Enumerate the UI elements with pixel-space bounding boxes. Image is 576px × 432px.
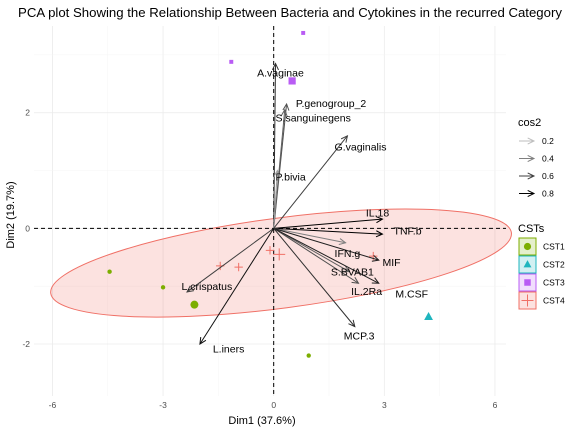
x-tick-label: 3 — [382, 400, 387, 410]
arrowhead-a-vaginae — [271, 62, 279, 71]
variable-label-a-vaginae: A.vaginae — [257, 67, 304, 79]
variable-label-tnf-b: TNF.b — [394, 226, 422, 238]
y-tick-label: 2 — [25, 108, 30, 118]
sample-point-cst3 — [288, 77, 296, 85]
arrowhead-m-csf — [371, 277, 380, 284]
sample-point-cst1 — [190, 300, 199, 309]
variable-arrows — [186, 62, 384, 345]
x-tick-label: -6 — [49, 400, 57, 410]
variable-label-mif: MIF — [382, 257, 400, 269]
arrowhead-mcp-3 — [348, 319, 356, 328]
variable-label-ifn-g: IFN.g — [335, 248, 361, 260]
arrowhead-g-vaginalis — [340, 134, 349, 143]
variable-label-s-sanguinegens: S.sanguinegens — [276, 112, 351, 124]
arrow-m-csf — [273, 227, 380, 284]
cst-legend: CSTs CST1 CST2 CST3 CST4 — [518, 223, 565, 310]
arrowhead-s-bvab1 — [342, 265, 351, 273]
cos2-legend-arrowhead — [527, 172, 536, 180]
cos2-legend-arrowhead — [527, 190, 536, 197]
axis-ticks: -6 -3 0 3 6 -2 0 2 — [22, 108, 497, 410]
sample-point-cst3 — [229, 59, 234, 64]
sample-points — [107, 30, 433, 358]
arrowhead-tnf-b — [375, 230, 384, 238]
variable-label-l-crispatus: L.crispatus — [182, 281, 233, 293]
cst-legend-symbol-cst2 — [523, 260, 532, 268]
variable-labels: A.vaginae P.genogroup_2 S.sanguinegens G.va… — [182, 67, 429, 355]
arrow-il-2ra — [273, 227, 359, 284]
cst-legend-label: CST1 — [543, 242, 565, 252]
cos2-legend: cos2 0.2 0.4 0.6 0.8 — [518, 117, 554, 199]
arrowhead-il-18 — [375, 216, 384, 224]
cst-legend-symbol-cst3 — [524, 279, 531, 286]
plot-panel — [34, 26, 506, 396]
sample-point-cst3 — [301, 30, 306, 35]
arrow-a-vaginae — [273, 63, 277, 229]
arrow-l-crispatus — [186, 227, 274, 293]
cos2-legend-arrowhead — [527, 137, 536, 145]
sample-point-cst2 — [424, 311, 433, 320]
x-tick-label: -3 — [159, 400, 167, 410]
sample-point-cst1 — [160, 285, 166, 290]
sample-point-cst4 — [265, 246, 275, 255]
arrowhead-l-crispatus — [186, 285, 195, 293]
variable-label-p-bivia: P.bivia — [276, 171, 306, 183]
cst-legend-label: CST3 — [543, 278, 565, 288]
variable-label-il-18: IL.18 — [366, 208, 390, 220]
variable-label-il-2ra: IL.2Ra — [351, 286, 382, 298]
arrowhead-ifn-g — [338, 238, 347, 246]
x-tick-label: 6 — [493, 400, 498, 410]
arrow-ifn-g — [273, 227, 346, 244]
cos2-legend-label: 0.8 — [542, 189, 554, 199]
arrowhead-p-bivia — [273, 169, 281, 178]
x-tick-label: 0 — [271, 400, 276, 410]
arrow-l-iners — [199, 228, 275, 345]
variable-label-m-csf: M.CSF — [395, 289, 428, 301]
arrowhead-p-genogroup-2 — [282, 102, 290, 111]
arrow-tnf-b — [273, 227, 383, 235]
arrow-g-vaginalis — [273, 135, 348, 229]
arrowhead-l-iners — [199, 336, 207, 345]
arrow-p-bivia — [273, 170, 278, 229]
cst-legend-symbol-cst1 — [523, 242, 532, 251]
arrow-mcp-3 — [273, 228, 356, 327]
arrowhead-il-2ra — [351, 277, 360, 284]
cos2-legend-arrowhead — [527, 155, 536, 162]
variable-label-g-vaginalis: G.vaginalis — [335, 141, 387, 153]
cst-legend-symbol-cst4 — [521, 294, 534, 307]
arrow-il-18 — [273, 218, 383, 229]
arrow-s-sanguinegens — [273, 109, 286, 229]
cos2-legend-label: 0.2 — [542, 136, 554, 146]
arrowhead-s-sanguinegens — [280, 108, 288, 117]
cos2-legend-label: 0.6 — [542, 171, 554, 181]
arrow-s-bvab1 — [273, 227, 350, 273]
variable-label-mcp-3: MCP.3 — [344, 330, 375, 342]
cos2-legend-label: 0.4 — [542, 154, 554, 164]
cst-legend-label: CST4 — [543, 296, 565, 306]
arrow-mif — [273, 227, 379, 261]
arrowhead-mif — [371, 255, 380, 262]
x-axis-title: Dim1 (37.6%) — [228, 415, 295, 427]
cst-legend-title: CSTs — [518, 223, 545, 235]
variable-label-l-iners: L.iners — [213, 344, 245, 356]
y-axis-title: Dim2 (19.7%) — [5, 181, 17, 248]
variable-label-s-bvab1: S.BVAB1 — [331, 267, 374, 279]
y-tick-label: 0 — [25, 223, 30, 233]
cst-legend-label: CST2 — [543, 260, 565, 270]
sample-point-cst4 — [234, 262, 243, 272]
sample-point-cst4 — [273, 248, 286, 261]
sample-point-cst1 — [107, 269, 112, 274]
y-tick-label: -2 — [22, 339, 30, 349]
variable-label-p-genogroup-2: P.genogroup_2 — [296, 98, 367, 110]
sample-point-cst1 — [306, 353, 311, 358]
cos2-legend-title: cos2 — [518, 117, 541, 129]
grid-lines — [34, 26, 506, 396]
chart-title: PCA plot Showing the Relationship Betwee… — [18, 5, 562, 20]
